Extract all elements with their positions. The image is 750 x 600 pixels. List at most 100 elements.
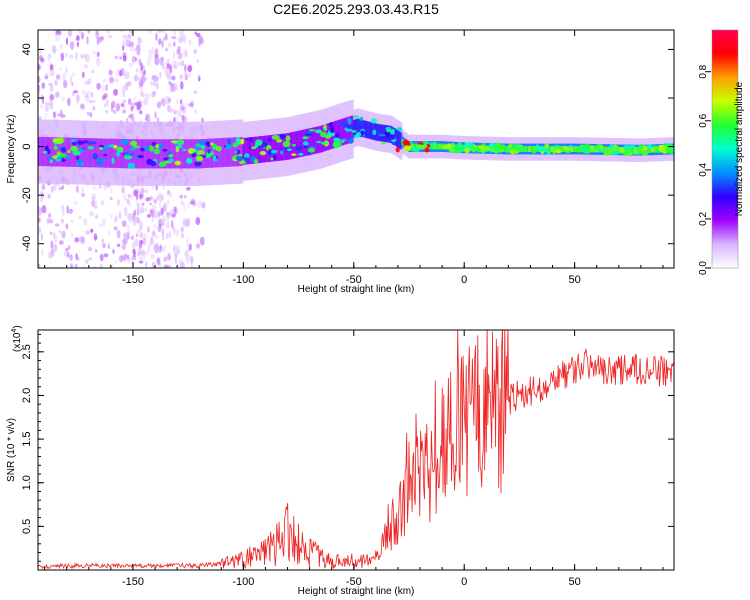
spectrogram-noise-cell xyxy=(114,217,117,224)
spectrogram-noise-cell xyxy=(102,94,106,101)
spectrogram-blob xyxy=(270,149,278,154)
spectrogram-y-axis-label: Frequency (Hz) xyxy=(6,115,17,184)
spectrogram-noise-cell xyxy=(49,68,55,77)
spectrogram-blob xyxy=(44,145,49,151)
spectrogram-noise-cell xyxy=(99,223,102,227)
spectrogram-noise-cell xyxy=(161,41,164,48)
spectrogram-blob xyxy=(665,146,673,152)
spectrogram-blob xyxy=(127,153,136,156)
spectrogram-noise-cell xyxy=(131,234,134,240)
spectrogram-noise-cell xyxy=(49,101,54,110)
spectrogram-blob xyxy=(198,155,204,162)
spectrogram-noise-cell xyxy=(120,103,125,107)
spectrogram-blob xyxy=(476,148,481,152)
spectrogram-blob xyxy=(395,146,400,153)
spectrogram-noise-cell xyxy=(107,243,110,250)
spectrogram-blob xyxy=(309,129,316,132)
spectrogram-noise-cell xyxy=(185,187,191,191)
snr-y-tick-label: 1.0 xyxy=(21,475,33,490)
spectrogram-noise-cell xyxy=(65,223,69,230)
spectrogram-blob xyxy=(97,157,105,161)
spectrogram-noise-cell xyxy=(70,76,73,84)
spectrogram-noise-cell xyxy=(117,199,120,206)
spectrogram-noise-cell xyxy=(61,208,65,217)
spectrogram-blob xyxy=(76,159,83,166)
spectrogram-x-tick-label: -150 xyxy=(122,274,144,286)
spectrogram-noise-cell xyxy=(178,36,184,44)
spectrogram-noise-cell xyxy=(100,200,105,206)
spectrogram-noise-cell xyxy=(158,199,162,209)
spectrogram-noise-cell xyxy=(201,201,206,209)
spectrogram-noise-cell xyxy=(193,199,196,207)
spectrogram-noise-cell xyxy=(53,235,58,244)
spectrogram-blob xyxy=(92,153,98,160)
spectrogram-noise-cell xyxy=(130,194,133,200)
spectrogram-noise-cell xyxy=(76,34,80,41)
spectrogram-blob xyxy=(581,148,590,154)
spectrogram-blob xyxy=(245,137,253,141)
spectrogram-noise-cell xyxy=(185,54,188,58)
spectrogram-noise-cell xyxy=(142,232,148,240)
colorbar-tick-label: 0.6 xyxy=(698,113,709,127)
spectrogram-noise-cell xyxy=(52,111,56,118)
spectrogram-noise-cell xyxy=(154,244,159,254)
spectrogram-noise-cell xyxy=(164,47,169,52)
spectrogram-noise-cell xyxy=(59,67,62,71)
spectrogram-noise-cell xyxy=(140,249,145,256)
spectrogram-noise-cell xyxy=(143,254,146,260)
spectrogram-noise-cell xyxy=(167,42,172,48)
spectrogram-noise-cell xyxy=(177,45,182,50)
spectrogram-noise-cell xyxy=(157,224,162,233)
spectrogram-blob xyxy=(285,135,291,142)
spectrogram-noise-cell xyxy=(103,253,109,258)
spectrogram-blob xyxy=(653,145,660,149)
spectrogram-blob xyxy=(72,150,81,156)
snr-y-tick-label: 2.5 xyxy=(21,344,33,359)
spectrogram-noise-cell xyxy=(45,72,49,80)
spectrogram-noise-cell xyxy=(172,82,178,92)
spectrogram-noise-cell xyxy=(38,207,42,216)
spectrogram-noise-cell xyxy=(149,237,154,246)
spectrogram-noise-cell xyxy=(176,245,180,252)
spectrogram-noise-cell xyxy=(166,211,170,219)
spectrogram-noise-cell xyxy=(80,236,86,245)
spectrogram-noise-cell xyxy=(103,92,108,99)
spectrogram-blob xyxy=(628,145,637,149)
spectrogram-noise-cell xyxy=(60,218,65,224)
spectrogram-noise-cell xyxy=(156,58,159,62)
spectrogram-noise-cell xyxy=(62,30,66,35)
spectrogram-noise-cell xyxy=(171,75,176,81)
spectrogram-noise-cell xyxy=(116,229,121,239)
spectrogram-noise-cell xyxy=(142,71,146,78)
spectrogram-blob xyxy=(457,147,464,153)
spectrogram-noise-cell xyxy=(156,258,161,266)
spectrogram-noise-cell xyxy=(139,58,142,67)
spectrogram-noise-cell xyxy=(156,196,159,201)
spectrogram-frame xyxy=(37,29,675,269)
spectrogram-noise-cell xyxy=(181,232,184,239)
spectrogram-blob xyxy=(77,140,82,146)
spectrogram-noise-cell xyxy=(53,182,57,191)
spectrogram-noise-cell xyxy=(65,37,69,45)
spectrogram-noise-cell xyxy=(184,103,189,108)
spectrogram-noise-cell xyxy=(85,95,90,103)
spectrogram-noise-cell xyxy=(99,253,104,262)
spectrogram-noise-cell xyxy=(80,31,85,40)
spectrogram-x-ticks: -150 -100 -50 0 50 xyxy=(44,30,664,286)
spectrogram-noise-cell xyxy=(139,225,142,231)
spectrogram-blob xyxy=(434,147,441,150)
spectrogram-blob xyxy=(544,143,550,148)
spectrogram-noise-cell xyxy=(151,75,157,79)
spectrogram-noise-cell xyxy=(107,34,113,39)
spectrogram-noise-cell xyxy=(138,190,143,195)
spectrogram-blob xyxy=(605,150,610,154)
spectrogram-noise-cell xyxy=(123,236,128,245)
spectrogram-noise-cell xyxy=(89,211,94,217)
spectrogram-blob xyxy=(360,130,365,135)
spectrogram-noise-cell xyxy=(141,202,145,206)
spectrogram-noise-cell xyxy=(39,104,43,109)
spectrogram-noise-cell xyxy=(160,207,164,214)
spectrogram-blob xyxy=(633,148,638,155)
spectrogram-noise-cell xyxy=(144,93,147,99)
spectrogram-blob xyxy=(329,122,333,127)
